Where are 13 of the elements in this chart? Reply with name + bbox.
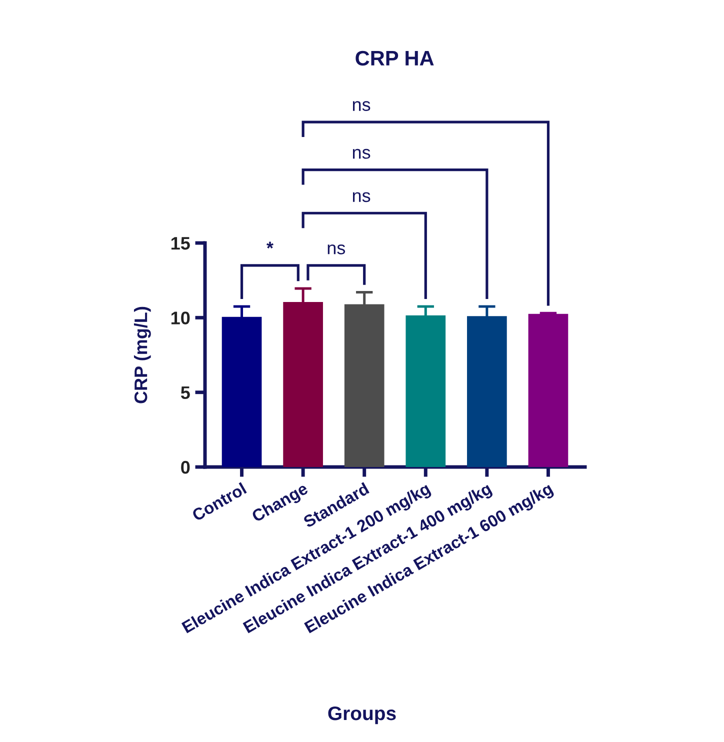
annotation: * bbox=[266, 242, 274, 248]
x-axis-title: Groups bbox=[328, 706, 396, 724]
y-tick-label: 0 bbox=[181, 460, 190, 474]
y-tick-label: 5 bbox=[180, 386, 190, 400]
bar bbox=[528, 314, 568, 467]
annotation: ns bbox=[328, 244, 346, 254]
y-tick-label: 15 bbox=[171, 237, 190, 250]
y-tick-label: 10 bbox=[171, 312, 190, 324]
y-axis-title: CRP (mg/L) bbox=[134, 306, 151, 404]
text: ns bbox=[352, 101, 370, 112]
text: ns bbox=[352, 192, 370, 202]
chart-title: CRP HA bbox=[356, 50, 434, 66]
text: ns bbox=[352, 148, 370, 159]
